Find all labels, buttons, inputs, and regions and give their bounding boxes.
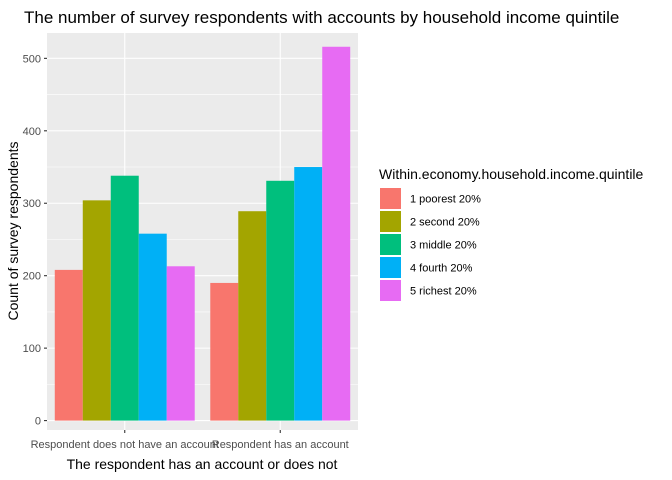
- x-axis: Respondent does not have an accountRespo…: [31, 430, 349, 451]
- bar: [322, 46, 351, 421]
- legend-swatch: [380, 188, 401, 209]
- legend-swatch: [380, 280, 401, 301]
- legend-label: 2 second 20%: [410, 217, 480, 229]
- bar: [138, 233, 167, 421]
- y-tick-label: 200: [23, 271, 41, 283]
- legend: Within.economy.household.income.quintile…: [379, 166, 644, 301]
- bar: [110, 175, 139, 421]
- y-tick-label: 0: [35, 416, 41, 428]
- bars: [54, 46, 351, 421]
- legend-label: 5 richest 20%: [410, 286, 477, 298]
- x-tick-label: Respondent has an account: [212, 439, 349, 451]
- bar: [82, 200, 111, 421]
- legend-swatch: [380, 234, 401, 255]
- chart-title: The number of survey respondents with ac…: [24, 8, 619, 27]
- legend-swatch: [380, 211, 401, 232]
- y-tick-label: 100: [23, 343, 41, 355]
- legend-label: 1 poorest 20%: [410, 194, 481, 206]
- bar: [294, 167, 323, 421]
- legend-title: Within.economy.household.income.quintile: [379, 166, 644, 182]
- y-axis: 0 100 200 300 400 500: [23, 53, 47, 428]
- legend-swatch: [380, 257, 401, 278]
- y-tick-label: 300: [23, 198, 41, 210]
- y-tick-label: 500: [23, 53, 41, 65]
- legend-items: 1 poorest 20% 2 second 20% 3 middle 20% 4 f…: [380, 188, 481, 301]
- bar: [166, 266, 195, 421]
- legend-label: 3 middle 20%: [410, 240, 477, 252]
- bar: [54, 269, 83, 421]
- x-tick-label: Respondent does not have an account: [31, 439, 219, 451]
- legend-label: 4 fourth 20%: [410, 263, 473, 275]
- bar: [266, 180, 295, 421]
- bar: [210, 282, 239, 421]
- y-tick-label: 400: [23, 126, 41, 138]
- x-axis-title: The respondent has an account or does no…: [67, 456, 338, 472]
- y-axis-title: Count of survey respondents: [5, 142, 21, 321]
- bar: [238, 211, 267, 421]
